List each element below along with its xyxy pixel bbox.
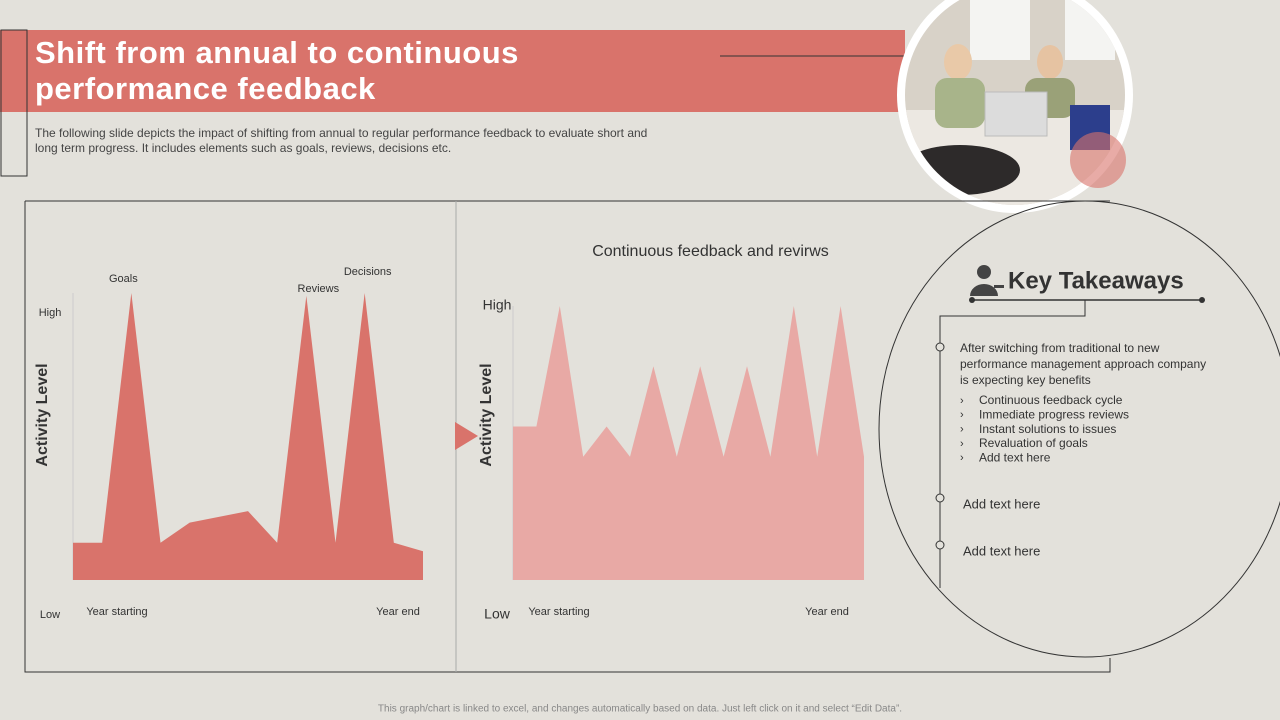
takeaways-text: After switching from traditional to new p…	[960, 341, 1206, 558]
intro-line: is expecting key benefits	[960, 373, 1091, 387]
timeline	[939, 300, 1086, 588]
annotation: Goals	[109, 273, 138, 285]
title-bracket	[0, 29, 28, 177]
description: long term progress. It includes elements…	[35, 141, 451, 155]
bullet: Instant solutions to issues	[979, 422, 1116, 436]
timeline-dot	[935, 342, 945, 352]
bullet: Revaluation of goals	[979, 436, 1088, 450]
y-tick-label: Low	[40, 609, 60, 621]
bullet-marker: ›	[960, 424, 964, 436]
y-tick-label: Low	[484, 606, 511, 622]
item: Add text here	[963, 496, 1040, 511]
description: The following slide depicts the impact o…	[35, 126, 647, 140]
intro-line: performance management approach company	[960, 357, 1206, 371]
rule-dot	[1199, 297, 1205, 303]
arrow	[455, 422, 478, 450]
bullet: Continuous feedback cycle	[979, 393, 1123, 407]
chart-title: Continuous feedback and revirws	[592, 243, 829, 260]
bullet: Immediate progress reviews	[979, 407, 1129, 421]
timeline-dot	[935, 540, 945, 550]
title-line: Shift from annual to continuous	[35, 35, 519, 70]
x-tick-label: Year starting	[86, 606, 147, 618]
x-tick-label: Year starting	[528, 606, 589, 618]
chart-frame	[24, 200, 1111, 673]
y-tick-label: High	[39, 307, 62, 319]
title-band	[0, 30, 905, 112]
annotation: Decisions	[344, 266, 392, 278]
takeaways-heading: Key Takeaways	[1008, 267, 1184, 294]
bullet-marker: ›	[960, 438, 964, 450]
footer: This graph/chart is linked to excel, and…	[378, 704, 902, 715]
bullet-marker: ›	[960, 452, 964, 464]
decor-circle	[1070, 132, 1126, 188]
bullet-marker: ›	[960, 395, 964, 407]
intro-line: After switching from traditional to new	[960, 341, 1160, 355]
area	[73, 293, 423, 580]
takeaways-icon	[970, 265, 1004, 296]
takeaways-outline	[878, 200, 1280, 658]
x-tick-label: Year end	[805, 606, 849, 618]
area	[513, 306, 864, 580]
rule-dot	[969, 297, 975, 303]
x-tick-label: Year end	[376, 606, 420, 618]
bullet-marker: ›	[960, 409, 964, 421]
timeline-dot	[935, 493, 945, 503]
y-axis-label: Activity Level	[34, 363, 51, 466]
y-axis-label: Activity Level	[478, 363, 495, 466]
bullet: Add text here	[979, 450, 1051, 464]
y-tick-label: High	[483, 297, 512, 313]
annotation: Reviews	[298, 283, 340, 295]
title-line: performance feedback	[35, 71, 376, 106]
item: Add text here	[963, 543, 1040, 558]
